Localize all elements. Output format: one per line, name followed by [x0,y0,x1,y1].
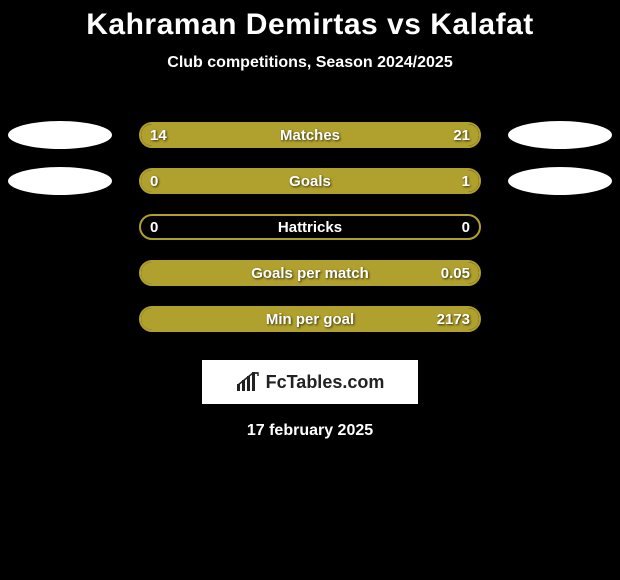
subtitle: Club competitions, Season 2024/2025 [0,54,620,72]
date-label: 17 february 2025 [0,422,620,440]
stat-row: 1421Matches [0,112,620,158]
stats-area: 1421Matches01Goals00Hattricks0.05Goals p… [0,112,620,342]
player-right-marker [508,121,612,149]
page-title: Kahraman Demirtas vs Kalafat [0,8,620,42]
player-left-marker [8,121,112,149]
stat-label: Hattricks [139,219,481,236]
stat-row: 00Hattricks [0,204,620,250]
brand-text: FcTables.com [266,372,385,393]
stat-row: 2173Min per goal [0,296,620,342]
brand-badge: FcTables.com [202,360,418,404]
stat-label: Matches [139,127,481,144]
stat-row: 01Goals [0,158,620,204]
stat-label: Goals [139,173,481,190]
comparison-infographic: Kahraman Demirtas vs Kalafat Club compet… [0,0,620,440]
player-left-marker [8,167,112,195]
player-right-marker [508,167,612,195]
chart-icon [236,372,260,392]
stat-row: 0.05Goals per match [0,250,620,296]
stat-label: Min per goal [139,311,481,328]
stat-label: Goals per match [139,265,481,282]
